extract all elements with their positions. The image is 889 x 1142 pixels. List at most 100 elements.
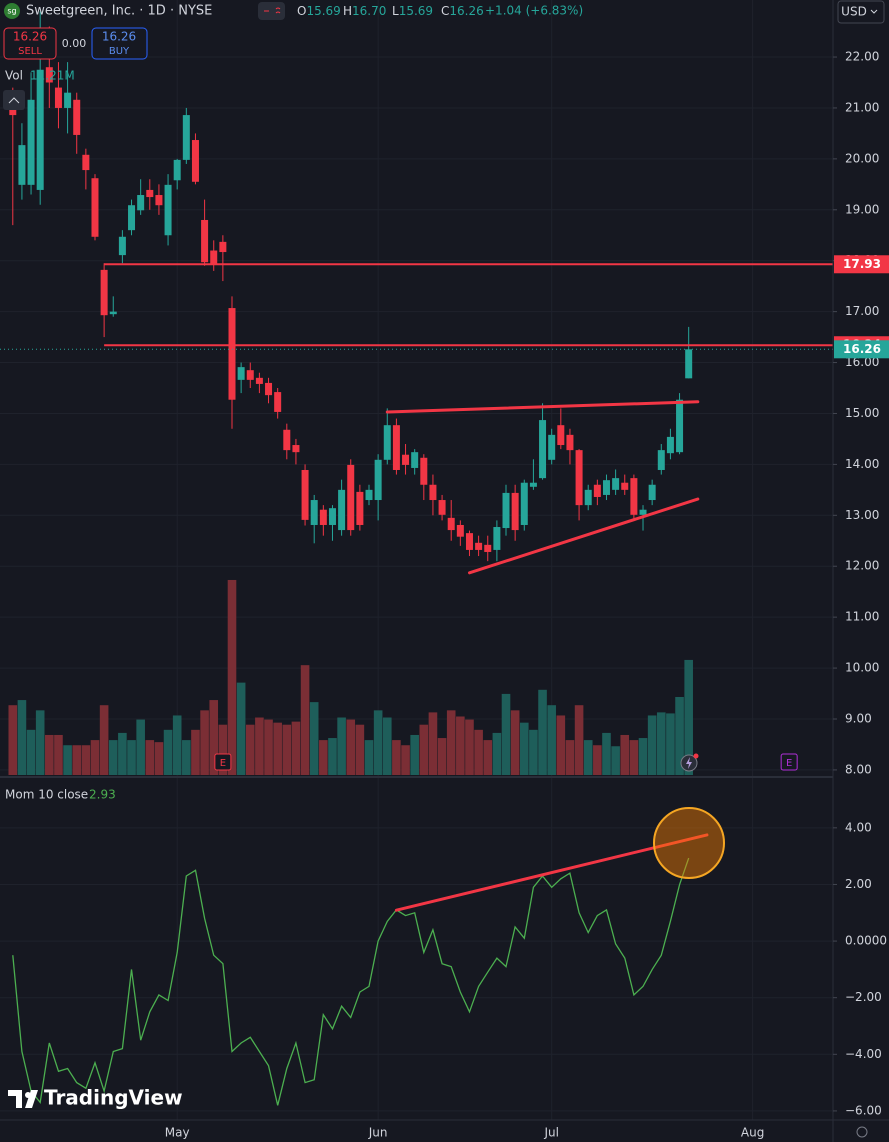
y-tick-label: −6.00 xyxy=(845,1103,882,1117)
candle-body xyxy=(54,87,62,108)
volume-bar xyxy=(666,713,675,775)
symbol-logo xyxy=(4,3,20,19)
volume-bar xyxy=(145,740,155,775)
price-label: 17.93 xyxy=(843,257,881,271)
candle-body xyxy=(73,99,81,135)
symbol-title[interactable]: Sweetgreen, Inc. · 1D · NYSE xyxy=(26,4,212,19)
volume-bar xyxy=(410,734,419,775)
momentum-label: Mom 10 close xyxy=(5,788,88,802)
y-tick-label: −4.00 xyxy=(845,1047,882,1061)
candle-body xyxy=(18,145,26,185)
volume-bar xyxy=(118,732,127,775)
candle-body xyxy=(602,480,610,495)
candle-body xyxy=(493,527,501,550)
y-tick-label: 22.00 xyxy=(845,50,879,64)
candle-body xyxy=(593,484,601,497)
candle-body xyxy=(621,482,629,490)
volume-bar xyxy=(300,665,310,775)
volume-bar xyxy=(63,745,72,775)
volume-bar xyxy=(282,724,292,775)
candle-body xyxy=(383,425,391,460)
alert-icon xyxy=(686,757,692,769)
candle-body xyxy=(255,377,263,384)
candle-body xyxy=(310,500,318,525)
volume-bar xyxy=(35,710,45,775)
candle-body xyxy=(118,236,126,256)
candle-body xyxy=(173,159,181,181)
trendline xyxy=(385,400,700,414)
volume-last: 11.21M xyxy=(30,69,75,83)
volume-bar xyxy=(647,715,657,775)
volume-bar xyxy=(392,740,401,775)
candle-body xyxy=(164,184,172,236)
currency-button[interactable] xyxy=(837,0,885,24)
candle-body xyxy=(219,241,227,253)
price-layer xyxy=(0,11,833,575)
volume-bar xyxy=(245,724,255,775)
candle-body xyxy=(374,459,382,501)
candle-body xyxy=(566,434,574,451)
buy-label: BUY xyxy=(109,46,130,57)
candle-body xyxy=(520,482,528,525)
candle-body xyxy=(356,491,364,525)
candle-body xyxy=(328,508,336,525)
earnings-marker[interactable] xyxy=(780,753,798,771)
volume-bar xyxy=(519,722,529,775)
watermark-text: TradingView xyxy=(44,1086,183,1110)
volume-bar xyxy=(483,740,493,775)
candle-body xyxy=(365,489,373,501)
candle-body xyxy=(420,457,428,485)
volume-bar xyxy=(602,732,611,775)
collapse-button[interactable] xyxy=(3,90,25,110)
candle-body xyxy=(456,524,464,537)
buy-button[interactable] xyxy=(91,27,148,60)
y-tick-label: 8.00 xyxy=(845,762,872,776)
candle-body xyxy=(429,484,437,501)
compare-button[interactable] xyxy=(258,2,285,20)
volume-bar xyxy=(465,719,474,775)
candle-body xyxy=(338,489,346,531)
y-tick-label: 17.00 xyxy=(845,304,879,318)
candle-body xyxy=(82,154,90,171)
candle-body xyxy=(100,269,108,316)
volume-bar xyxy=(492,732,502,775)
volume-bar xyxy=(328,738,337,775)
alert-dot xyxy=(693,753,699,759)
ohlc-high: H16.70 xyxy=(343,4,386,18)
volume-bar xyxy=(355,724,365,775)
y-tick-label: 4.00 xyxy=(845,820,872,834)
grid-layer xyxy=(0,0,833,1120)
volume-bar xyxy=(337,717,346,775)
candle-body xyxy=(584,489,592,506)
candle-body xyxy=(155,195,163,206)
spread: 0.00 xyxy=(62,37,87,50)
volume-bar xyxy=(236,682,246,775)
earnings-marker[interactable] xyxy=(214,753,232,771)
settings-button[interactable] xyxy=(856,1126,868,1138)
volume-bar xyxy=(574,705,584,775)
y-tick-label: 19.00 xyxy=(845,202,879,216)
candle-body xyxy=(639,509,647,515)
volume-bar xyxy=(54,734,63,775)
candle-body xyxy=(36,69,44,190)
volume-bar xyxy=(629,740,639,775)
candle-body xyxy=(237,367,245,380)
watermark: TradingView xyxy=(8,1086,183,1110)
volume-label: Vol xyxy=(5,69,23,83)
last-price-label: 16.26 xyxy=(843,342,881,356)
candle-body xyxy=(283,429,291,451)
candle-body xyxy=(502,492,510,529)
sell-label: SELL xyxy=(18,46,42,57)
volume-bar xyxy=(401,745,410,775)
axis-layer: May Jun Jul Aug 8.00 9.00 10.00 11.00 12.00 13.00… xyxy=(165,50,889,1140)
logo-text: sg xyxy=(7,7,16,16)
volume-bar xyxy=(108,740,118,775)
legend-header: sg Sweetgreen, Inc. · 1D · NYSE O15.69 H… xyxy=(3,0,885,802)
candle-body xyxy=(685,349,693,379)
sell-button[interactable] xyxy=(3,27,57,60)
volume-bar xyxy=(291,721,301,775)
candle-body xyxy=(128,205,136,231)
volume-bar xyxy=(446,710,456,775)
candle-body xyxy=(676,399,684,453)
